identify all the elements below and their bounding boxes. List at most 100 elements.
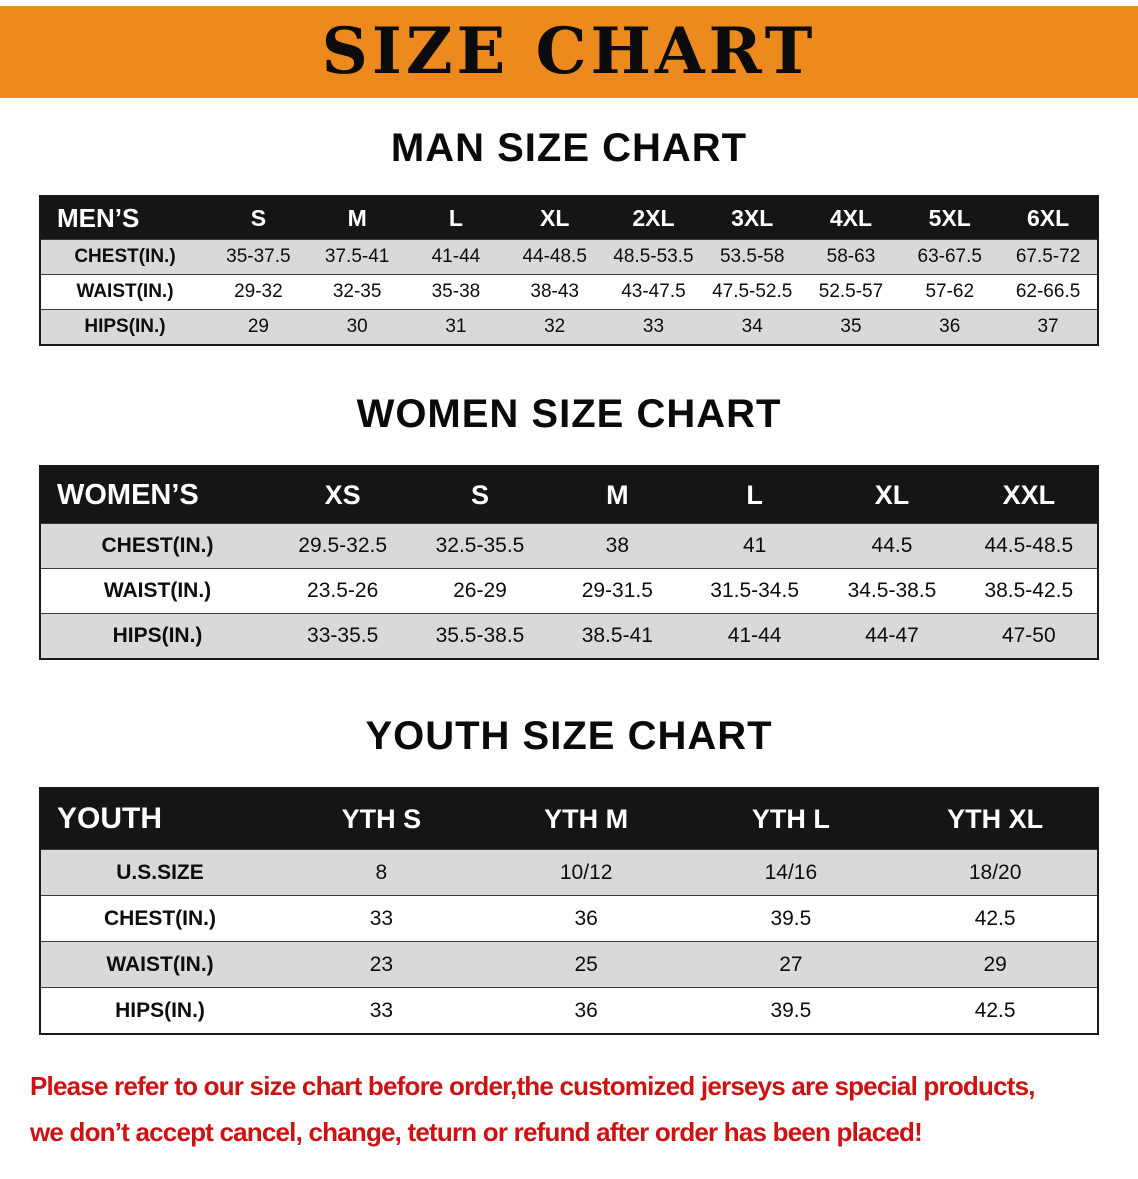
size-column-header: M	[548, 466, 686, 524]
size-value-cell: 32.5-35.5	[411, 523, 549, 569]
size-column-header: M	[307, 196, 407, 240]
size-value-cell: 47.5-52.5	[702, 274, 802, 310]
size-value-cell: 37	[999, 309, 1098, 345]
size-value-cell: 29	[209, 309, 308, 345]
size-value-cell: 38.5-42.5	[960, 568, 1098, 614]
size-value-cell: 41-44	[685, 613, 824, 659]
size-value-cell: 44.5	[823, 523, 961, 569]
size-value-cell: 52.5-57	[801, 274, 901, 310]
size-column-header: S	[209, 196, 308, 240]
size-value-cell: 39.5	[688, 987, 894, 1034]
size-value-cell: 8	[279, 849, 484, 896]
size-value-cell: 39.5	[688, 895, 894, 942]
size-value-cell: 44-48.5	[505, 239, 605, 275]
size-column-header: XXL	[960, 466, 1098, 524]
row-label: CHEST(IN.)	[40, 523, 274, 569]
row-label: WAIST(IN.)	[40, 274, 209, 310]
size-column-header: YTH XL	[893, 788, 1098, 850]
size-column-header: 6XL	[999, 196, 1098, 240]
size-value-cell: 38.5-41	[548, 613, 686, 659]
size-value-cell: 29-32	[209, 274, 308, 310]
row-label: HIPS(IN.)	[40, 309, 209, 345]
size-value-cell: 62-66.5	[999, 274, 1098, 310]
measurement-row: CHEST(IN.) 29.5-32.5 32.5-35.5 38 41 44.5 44.5…	[40, 523, 1098, 569]
table-corner-label: MEN’S	[40, 196, 209, 240]
table-header-row: MEN’S S M L XL 2XL 3XL 4XL 5XL 6XL	[40, 196, 1098, 240]
size-value-cell: 35	[801, 309, 901, 345]
size-value-cell: 32	[505, 309, 605, 345]
row-label: CHEST(IN.)	[40, 895, 279, 942]
size-value-cell: 23	[279, 941, 484, 988]
size-value-cell: 58-63	[801, 239, 901, 275]
table-corner-label: WOMEN’S	[40, 466, 274, 524]
measurement-row: CHEST(IN.) 35-37.5 37.5-41 41-44 44-48.5 48.5…	[40, 239, 1098, 275]
size-value-cell: 57-62	[900, 274, 1000, 310]
size-value-cell: 18/20	[893, 849, 1098, 896]
size-value-cell: 27	[688, 941, 894, 988]
size-column-header: 3XL	[702, 196, 802, 240]
table-header-row: WOMEN’S XS S M L XL XXL	[40, 466, 1098, 524]
measurement-row: WAIST(IN.) 23.5-26 26-29 29-31.5 31.5-34.5 34…	[40, 568, 1098, 614]
size-value-cell: 38-43	[505, 274, 605, 310]
row-label: HIPS(IN.)	[40, 987, 279, 1034]
order-policy-note: Please refer to our size chart before or…	[0, 1063, 1138, 1155]
order-policy-note-line1: Please refer to our size chart before or…	[30, 1071, 1035, 1101]
youth-section-heading: YOUTH SIZE CHART	[365, 714, 773, 758]
size-column-header: XL	[823, 466, 961, 524]
size-column-header: L	[685, 466, 824, 524]
size-column-header: XL	[505, 196, 605, 240]
size-value-cell: 41	[685, 523, 824, 569]
size-value-cell: 63-67.5	[900, 239, 1000, 275]
size-column-header: L	[406, 196, 506, 240]
measurement-row: HIPS(IN.) 29 30 31 32 33 34 35 36 37	[40, 309, 1098, 345]
size-value-cell: 33	[604, 309, 703, 345]
size-value-cell: 25	[483, 941, 689, 988]
men-size-table: MEN’S S M L XL 2XL 3XL 4XL 5XL 6XL CHEST(IN.) 35-37…	[39, 195, 1099, 346]
size-value-cell: 36	[483, 895, 689, 942]
size-value-cell: 53.5-58	[702, 239, 802, 275]
size-value-cell: 33	[279, 895, 484, 942]
youth-size-table: YOUTH YTH S YTH M YTH L YTH XL U.S.SIZE 8 10/12…	[39, 787, 1099, 1035]
size-value-cell: 31.5-34.5	[685, 568, 824, 614]
table-header-row: YOUTH YTH S YTH M YTH L YTH XL	[40, 788, 1098, 850]
size-value-cell: 14/16	[688, 849, 894, 896]
size-value-cell: 32-35	[307, 274, 407, 310]
size-value-cell: 47-50	[960, 613, 1098, 659]
size-value-cell: 23.5-26	[274, 568, 412, 614]
size-value-cell: 35-38	[406, 274, 506, 310]
size-column-header: 2XL	[604, 196, 703, 240]
size-value-cell: 42.5	[893, 895, 1098, 942]
size-value-cell: 44-47	[823, 613, 961, 659]
measurement-row: HIPS(IN.) 33 36 39.5 42.5	[40, 987, 1098, 1034]
size-value-cell: 26-29	[411, 568, 549, 614]
size-value-cell: 37.5-41	[307, 239, 407, 275]
size-column-header: XS	[274, 466, 412, 524]
size-value-cell: 30	[307, 309, 407, 345]
size-value-cell: 48.5-53.5	[604, 239, 703, 275]
size-value-cell: 43-47.5	[604, 274, 703, 310]
size-value-cell: 35-37.5	[209, 239, 308, 275]
size-value-cell: 35.5-38.5	[411, 613, 549, 659]
row-label: CHEST(IN.)	[40, 239, 209, 275]
size-value-cell: 34	[702, 309, 802, 345]
size-value-cell: 29.5-32.5	[274, 523, 412, 569]
table-corner-label: YOUTH	[40, 788, 279, 850]
size-value-cell: 10/12	[483, 849, 689, 896]
size-column-header: 4XL	[801, 196, 901, 240]
order-policy-note-line2: we don’t accept cancel, change, teturn o…	[30, 1117, 923, 1147]
measurement-row: HIPS(IN.) 33-35.5 35.5-38.5 38.5-41 41-44 44-…	[40, 613, 1098, 659]
size-value-cell: 34.5-38.5	[823, 568, 961, 614]
title-banner: SIZE CHART	[0, 6, 1138, 98]
women-size-table: WOMEN’S XS S M L XL XXL CHEST(IN.) 29.5-32.5 32.5…	[39, 465, 1099, 660]
size-value-cell: 41-44	[406, 239, 506, 275]
size-column-header: YTH S	[279, 788, 484, 850]
size-column-header: S	[411, 466, 549, 524]
size-column-header: 5XL	[900, 196, 1000, 240]
size-value-cell: 42.5	[893, 987, 1098, 1034]
measurement-row: WAIST(IN.) 23 25 27 29	[40, 941, 1098, 988]
page-title: SIZE CHART	[321, 14, 817, 89]
row-label: WAIST(IN.)	[40, 568, 274, 614]
measurement-row: U.S.SIZE 8 10/12 14/16 18/20	[40, 849, 1098, 896]
row-label: HIPS(IN.)	[40, 613, 274, 659]
size-value-cell: 33-35.5	[274, 613, 412, 659]
